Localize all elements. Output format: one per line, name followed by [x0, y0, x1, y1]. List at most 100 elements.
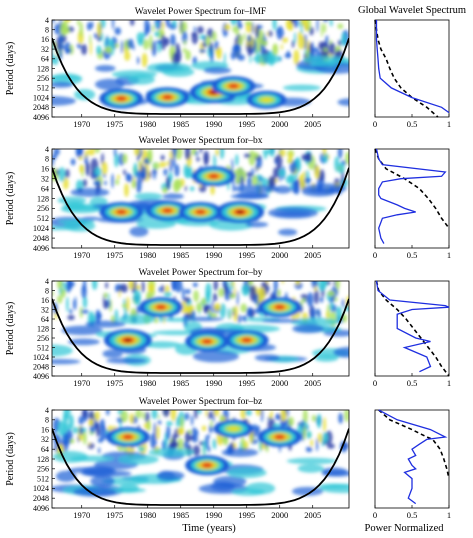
x-tick-label: 1985 — [172, 250, 189, 260]
x-tick-label: 1980 — [139, 119, 156, 129]
x-tick-label: 2000 — [271, 119, 288, 129]
y-tick-label: 4 — [45, 277, 49, 286]
x-tick-label: 1975 — [106, 378, 123, 388]
x-tick-label: 1975 — [106, 510, 123, 520]
y-tick-label: 1024 — [33, 93, 49, 102]
cone-of-influence — [52, 37, 349, 115]
y-tick-label: 256 — [37, 74, 49, 83]
x-tick-label: 2005 — [304, 119, 321, 129]
y-tick-label: 64 — [41, 184, 49, 193]
y-axis-label: Period (days) — [5, 172, 16, 226]
y-axis-label: Period (days) — [5, 42, 16, 96]
power-hotspot — [185, 455, 230, 476]
y-tick-label: 32 — [41, 305, 49, 314]
x-tick-label: 2005 — [304, 250, 321, 260]
power-hotspot — [99, 202, 144, 223]
power-hotspot — [138, 297, 183, 318]
y-tick-label: 64 — [41, 315, 49, 324]
x-tick-label: 1995 — [238, 510, 255, 520]
global-x-tick-label: 1 — [447, 250, 451, 260]
wavelet-panel: Wavelet Power Spectrum for–IMF 4816326412… — [5, 6, 350, 129]
x-tick-label: 1995 — [238, 119, 255, 129]
y-tick-label: 1024 — [33, 224, 49, 233]
panel-title: Wavelet Power Spectrum for–by — [138, 267, 262, 278]
x-tick-label: 1985 — [172, 378, 189, 388]
power-field — [52, 20, 349, 117]
x-tick-label: 2000 — [271, 378, 288, 388]
global-spectrum-panel: 0 0.5 1 — [373, 409, 451, 520]
global-x-tick-label: 0.5 — [407, 510, 418, 520]
global-x-tick-label: 1 — [447, 510, 451, 520]
power-hotspot — [211, 76, 256, 97]
wavelet-panel: Wavelet Power Spectrum for–bz 48163264128… — [5, 396, 350, 520]
y-tick-label: 64 — [41, 55, 49, 64]
cone-of-influence — [52, 428, 349, 506]
global-x-tick-label: 0 — [373, 250, 377, 260]
y-tick-label: 2048 — [33, 494, 49, 503]
global-x-tick-label: 0.5 — [407, 378, 418, 388]
significance-line — [374, 19, 439, 118]
y-tick-label: 32 — [41, 435, 49, 444]
power-hotspot — [246, 90, 287, 109]
y-tick-label: 32 — [41, 45, 49, 54]
y-tick-label: 4096 — [33, 372, 49, 381]
power-hotspot — [191, 166, 236, 187]
x-tick-label: 1980 — [139, 378, 156, 388]
global-spectrum-line — [375, 148, 447, 244]
global-frame — [374, 409, 450, 509]
x-tick-label: 2000 — [271, 510, 288, 520]
power-hotspot — [216, 201, 265, 224]
x-tick-label: 1970 — [73, 378, 90, 388]
x-tick-label: 1980 — [139, 510, 156, 520]
y-tick-label: 2048 — [33, 362, 49, 371]
y-tick-label: 64 — [41, 445, 49, 454]
x-tick-label: 1970 — [73, 250, 90, 260]
wavelet-panel: Wavelet Power Spectrum for–by 48163264128… — [5, 267, 350, 388]
x-tick-label: 1990 — [205, 250, 222, 260]
y-tick-label: 4096 — [33, 504, 49, 513]
y-tick-label: 4 — [45, 16, 49, 25]
global-spectrum-line — [375, 20, 450, 114]
y-tick-label: 128 — [37, 64, 49, 73]
x-tick-label: 1985 — [172, 510, 189, 520]
y-tick-label: 8 — [45, 416, 49, 425]
y-tick-label: 512 — [37, 343, 49, 352]
y-tick-label: 2048 — [33, 234, 49, 243]
y-tick-label: 4096 — [33, 113, 49, 122]
y-tick-label: 1024 — [33, 484, 49, 493]
power-hotspot — [145, 200, 190, 221]
power-field — [52, 149, 349, 248]
y-tick-label: 128 — [37, 455, 49, 464]
cone-of-influence — [52, 167, 349, 246]
global-x-tick-label: 1 — [447, 378, 451, 388]
y-tick-label: 4 — [45, 406, 49, 415]
y-tick-label: 128 — [37, 324, 49, 333]
power-hotspot — [103, 329, 152, 352]
x-tick-label: 1975 — [106, 119, 123, 129]
x-tick-label: 1990 — [205, 510, 222, 520]
x-tick-label: 2005 — [304, 378, 321, 388]
y-tick-label: 128 — [37, 194, 49, 203]
significance-line — [375, 280, 450, 377]
y-tick-label: 256 — [37, 334, 49, 343]
x-tick-label: 1985 — [172, 119, 189, 129]
cone-of-influence — [52, 298, 349, 374]
y-axis-label: Period (days) — [5, 432, 16, 486]
y-tick-label: 512 — [37, 474, 49, 483]
y-tick-label: 4096 — [33, 244, 49, 253]
y-tick-label: 8 — [45, 286, 49, 295]
y-tick-label: 16 — [41, 296, 49, 305]
global-frame — [374, 19, 450, 118]
power-hotspot — [224, 330, 269, 351]
global-spectrum-line — [375, 280, 450, 373]
y-tick-label: 1024 — [33, 353, 49, 362]
power-hotspot — [257, 426, 302, 447]
x-tick-label: 1970 — [73, 510, 90, 520]
global-x-tick-label: 0 — [373, 378, 377, 388]
y-tick-label: 256 — [37, 465, 49, 474]
y-tick-label: 4 — [45, 145, 49, 154]
power-hotspot — [105, 426, 150, 447]
y-axis-label: Period (days) — [5, 302, 16, 356]
x-axis-label: Time (years) — [182, 523, 236, 534]
